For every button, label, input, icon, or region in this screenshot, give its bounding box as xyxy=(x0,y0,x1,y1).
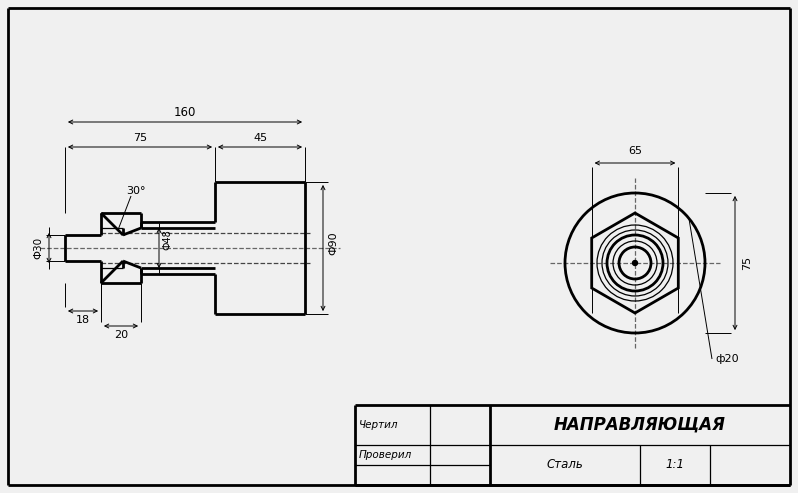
Text: Сталь: Сталь xyxy=(547,458,583,471)
Text: Чертил: Чертил xyxy=(359,420,398,430)
Circle shape xyxy=(633,260,638,266)
Text: 20: 20 xyxy=(114,330,128,340)
Text: 75: 75 xyxy=(133,133,147,143)
Text: 1:1: 1:1 xyxy=(666,458,685,471)
Text: Проверил: Проверил xyxy=(359,450,413,460)
Text: 30°: 30° xyxy=(126,186,146,196)
Text: Ф90: Ф90 xyxy=(328,231,338,255)
Text: Ф48: Ф48 xyxy=(162,230,172,250)
Text: НАПРАВЛЯЮЩАЯ: НАПРАВЛЯЮЩАЯ xyxy=(554,416,726,434)
Text: 18: 18 xyxy=(76,315,90,325)
Text: 45: 45 xyxy=(253,133,267,143)
Text: 160: 160 xyxy=(174,106,196,119)
Text: Ф30: Ф30 xyxy=(33,237,43,259)
Text: 65: 65 xyxy=(628,146,642,156)
Text: ф20: ф20 xyxy=(715,354,739,364)
Text: 75: 75 xyxy=(742,256,752,270)
